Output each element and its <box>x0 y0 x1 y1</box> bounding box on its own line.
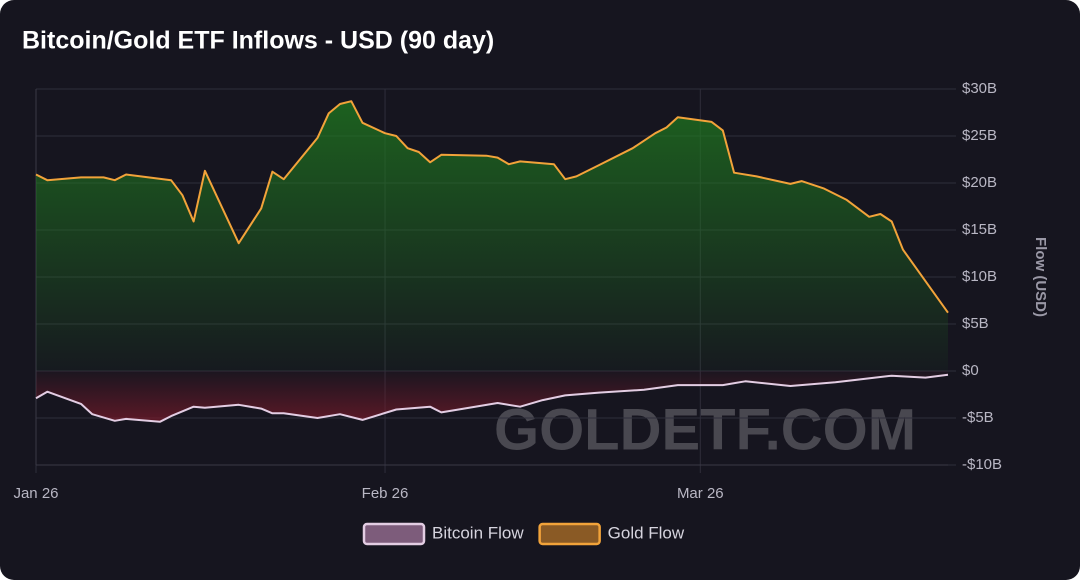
legend-swatch <box>538 522 601 546</box>
line <box>35 373 949 423</box>
y-tick-label: $0 <box>962 362 979 379</box>
y-tick-label: $20B <box>962 174 997 191</box>
y-tick-label: $15B <box>962 221 997 238</box>
x-tick-label: Jan 26 <box>13 485 58 502</box>
y-tick-label: $30B <box>962 80 997 97</box>
area <box>36 101 948 371</box>
y-tick-label: $5B <box>962 315 989 332</box>
watermark: GOLDETF.COM <box>494 397 916 462</box>
legend-swatch <box>362 522 426 546</box>
y-tick-label: -$5B <box>962 409 994 426</box>
x-tick-label: Mar 26 <box>677 485 724 502</box>
line <box>35 100 949 314</box>
x-tick-label: Feb 26 <box>362 485 409 502</box>
legend-label: Gold Flow <box>608 523 685 542</box>
legend-label: Bitcoin Flow <box>432 523 524 542</box>
y-axis-title: Flow (USD) <box>1032 237 1049 317</box>
chart-title: Bitcoin/Gold ETF Inflows - USD (90 day) <box>22 27 494 55</box>
y-tick-label: $10B <box>962 268 997 285</box>
y-tick-label: $25B <box>962 127 997 144</box>
y-tick-label: -$10B <box>962 456 1002 473</box>
